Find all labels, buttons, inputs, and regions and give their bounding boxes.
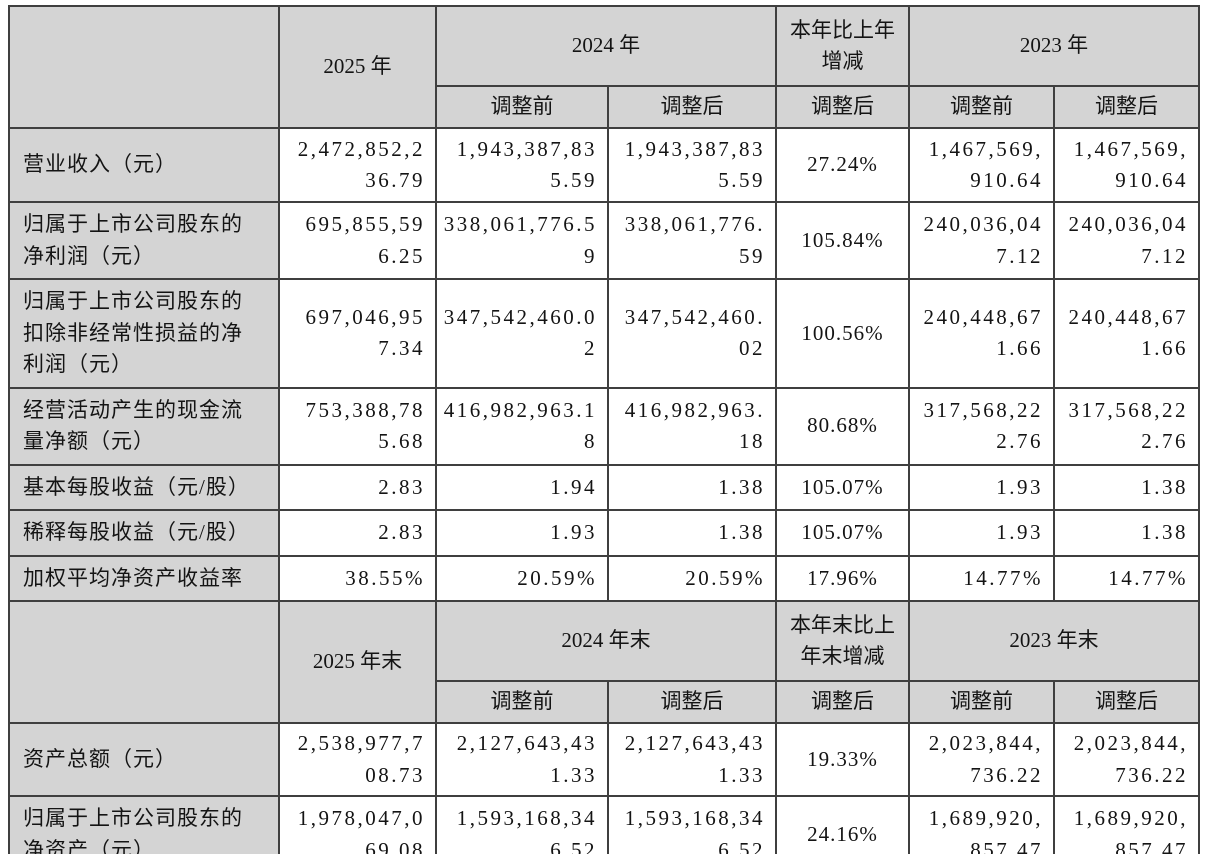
subheader-2024-before: 调整前 xyxy=(435,85,609,129)
value-2023-before: 1.93 xyxy=(908,463,1055,511)
value-2023-before: 1,689,920,857.47 xyxy=(908,795,1055,854)
value-2024-before: 20.59% xyxy=(435,554,609,602)
period-subheader-row: 调整前 调整后 调整后 调整前 调整后 xyxy=(9,85,1200,129)
value-2023-after: 240,036,047.12 xyxy=(1053,201,1200,280)
value-2025: 2.83 xyxy=(278,463,437,511)
value-2023-after: 1.38 xyxy=(1053,509,1200,557)
value-2025: 695,855,596.25 xyxy=(278,201,437,280)
value-2023-after: 317,568,222.76 xyxy=(1053,386,1200,466)
row-label: 资产总额（元） xyxy=(8,722,280,797)
value-2023-before: 240,448,671.66 xyxy=(908,278,1055,389)
value-2023-before: 240,036,047.12 xyxy=(908,201,1055,280)
value-2024-after: 416,982,963.18 xyxy=(607,386,777,466)
table-row: 营业收入（元） 2,472,852,236.79 1,943,387,835.5… xyxy=(8,127,1200,203)
header-2025: 2025 年 xyxy=(278,5,437,129)
period-header-row: 2025 年 2024 年 本年比上年增减 2023 年 xyxy=(8,5,1200,129)
value-2024-after: 1.38 xyxy=(607,509,777,557)
value-change: 105.84% xyxy=(775,201,910,280)
value-2023-before: 1.93 xyxy=(908,509,1055,557)
value-2023-after: 1.38 xyxy=(1053,463,1200,511)
row-label: 基本每股收益（元/股） xyxy=(8,463,280,511)
value-2025: 697,046,957.34 xyxy=(278,278,437,389)
value-2025: 2.83 xyxy=(278,509,437,557)
value-2024-before: 338,061,776.59 xyxy=(435,201,609,280)
table-row: 归属于上市公司股东的扣除非经常性损益的净利润（元） 697,046,957.34… xyxy=(8,278,1200,389)
value-2024-before: 416,982,963.18 xyxy=(435,386,609,466)
value-2024-before: 2,127,643,431.33 xyxy=(435,722,609,797)
value-2023-after: 240,448,671.66 xyxy=(1053,278,1200,389)
value-2024-after: 1,943,387,835.59 xyxy=(607,127,777,203)
value-2023-before: 14.77% xyxy=(908,554,1055,602)
value-2024-before: 347,542,460.02 xyxy=(435,278,609,389)
yearend-header-row: 2025 年末 2024 年末 本年末比上年末增减 2023 年末 xyxy=(8,600,1200,724)
header-corner xyxy=(8,5,280,129)
value-2023-after: 2,023,844,736.22 xyxy=(1053,722,1200,797)
row-label: 经营活动产生的现金流量净额（元） xyxy=(8,386,280,466)
header-2023: 2023 年 xyxy=(908,5,1200,87)
subheader-2024-before: 调整前 xyxy=(435,680,609,724)
value-change: 80.68% xyxy=(775,386,910,466)
value-2024-after: 347,542,460.02 xyxy=(607,278,777,389)
value-change: 27.24% xyxy=(775,127,910,203)
table-row: 归属于上市公司股东的净资产（元） 1,978,047,069.08 1,593,… xyxy=(8,795,1200,854)
subheader-2023-before: 调整前 xyxy=(908,680,1055,724)
row-label: 归属于上市公司股东的净资产（元） xyxy=(8,795,280,854)
header-2024-yearend: 2024 年末 xyxy=(435,600,777,682)
row-label: 归属于上市公司股东的扣除非经常性损益的净利润（元） xyxy=(8,278,280,389)
financial-summary-table: 2025 年 2024 年 本年比上年增减 2023 年 调整前 调整后 调整后… xyxy=(8,5,1200,854)
table-row: 稀释每股收益（元/股） 2.83 1.93 1.38 105.07% 1.93 … xyxy=(8,509,1200,557)
table-row: 基本每股收益（元/股） 2.83 1.94 1.38 105.07% 1.93 … xyxy=(8,463,1200,511)
value-2025: 1,978,047,069.08 xyxy=(278,795,437,854)
value-2025: 38.55% xyxy=(278,554,437,602)
value-2024-before: 1,943,387,835.59 xyxy=(435,127,609,203)
table-row: 资产总额（元） 2,538,977,708.73 2,127,643,431.3… xyxy=(8,722,1200,797)
table-row: 经营活动产生的现金流量净额（元） 753,388,785.68 416,982,… xyxy=(8,386,1200,466)
value-2024-after: 1,593,168,346.52 xyxy=(607,795,777,854)
subheader-2023-after: 调整后 xyxy=(1053,680,1200,724)
value-change: 105.07% xyxy=(775,509,910,557)
row-label: 稀释每股收益（元/股） xyxy=(8,509,280,557)
value-2025: 2,472,852,236.79 xyxy=(278,127,437,203)
header-corner xyxy=(8,600,280,724)
subheader-2023-before: 调整前 xyxy=(908,85,1055,129)
value-2023-after: 1,689,920,857.47 xyxy=(1053,795,1200,854)
value-2023-after: 14.77% xyxy=(1053,554,1200,602)
header-2024: 2024 年 xyxy=(435,5,777,87)
value-change: 17.96% xyxy=(775,554,910,602)
value-2024-before: 1.94 xyxy=(435,463,609,511)
subheader-2023-after: 调整后 xyxy=(1053,85,1200,129)
row-label: 归属于上市公司股东的净利润（元） xyxy=(8,201,280,280)
row-label: 加权平均净资产收益率 xyxy=(8,554,280,602)
value-change: 105.07% xyxy=(775,463,910,511)
subheader-2024-after: 调整后 xyxy=(607,85,777,129)
value-2024-after: 1.38 xyxy=(607,463,777,511)
value-2025: 753,388,785.68 xyxy=(278,386,437,466)
value-change: 19.33% xyxy=(775,722,910,797)
value-2024-before: 1,593,168,346.52 xyxy=(435,795,609,854)
subheader-2024-after: 调整后 xyxy=(607,680,777,724)
table-row: 归属于上市公司股东的净利润（元） 695,855,596.25 338,061,… xyxy=(8,201,1200,280)
yearend-subheader-row: 调整前 调整后 调整后 调整前 调整后 xyxy=(9,680,1200,724)
value-change: 100.56% xyxy=(775,278,910,389)
header-2023-yearend: 2023 年末 xyxy=(908,600,1200,682)
value-2024-after: 338,061,776.59 xyxy=(607,201,777,280)
value-2024-after: 2,127,643,431.33 xyxy=(607,722,777,797)
value-2024-after: 20.59% xyxy=(607,554,777,602)
value-2025: 2,538,977,708.73 xyxy=(278,722,437,797)
header-change: 本年比上年增减 xyxy=(775,5,910,87)
header-2025-yearend: 2025 年末 xyxy=(278,600,437,724)
value-2023-before: 2,023,844,736.22 xyxy=(908,722,1055,797)
value-2023-before: 1,467,569,910.64 xyxy=(908,127,1055,203)
subheader-change-after: 调整后 xyxy=(775,85,910,129)
table-row: 加权平均净资产收益率 38.55% 20.59% 20.59% 17.96% 1… xyxy=(8,554,1200,602)
row-label: 营业收入（元） xyxy=(8,127,280,203)
value-2023-before: 317,568,222.76 xyxy=(908,386,1055,466)
value-change: 24.16% xyxy=(775,795,910,854)
value-2024-before: 1.93 xyxy=(435,509,609,557)
value-2023-after: 1,467,569,910.64 xyxy=(1053,127,1200,203)
header-yearend-change: 本年末比上年末增减 xyxy=(775,600,910,682)
subheader-change-after: 调整后 xyxy=(775,680,910,724)
